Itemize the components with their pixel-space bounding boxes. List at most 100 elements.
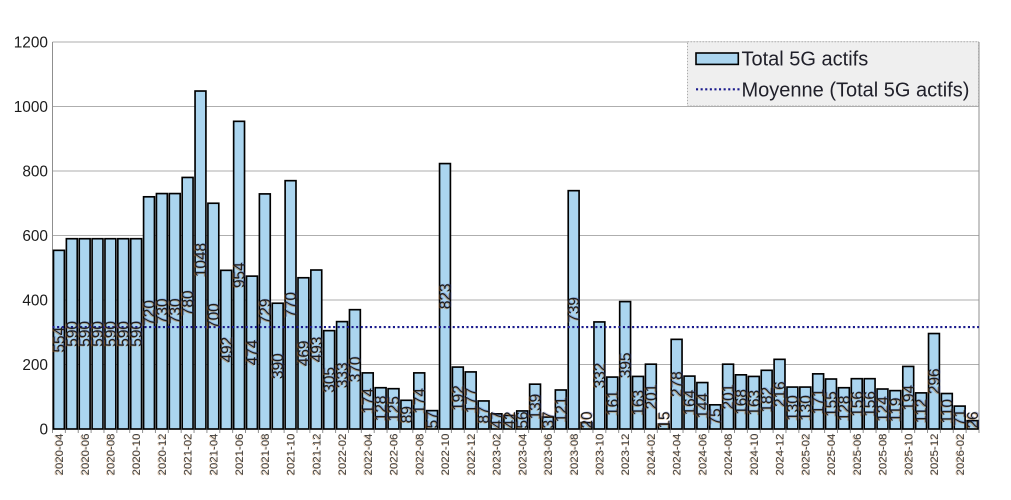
- svg-text:155: 155: [824, 391, 841, 417]
- svg-text:590: 590: [77, 321, 94, 347]
- svg-text:1048: 1048: [192, 244, 209, 278]
- svg-text:590: 590: [65, 320, 82, 346]
- svg-text:954: 954: [232, 261, 249, 287]
- svg-text:2021-04: 2021-04: [208, 434, 220, 476]
- svg-text:2022-10: 2022-10: [439, 434, 451, 476]
- svg-text:2025-10: 2025-10: [903, 434, 915, 476]
- svg-text:2025-04: 2025-04: [826, 434, 838, 476]
- svg-text:823: 823: [437, 284, 454, 310]
- svg-text:278: 278: [670, 371, 687, 397]
- svg-text:2023-12: 2023-12: [620, 434, 632, 476]
- svg-text:110: 110: [938, 400, 955, 425]
- svg-text:296: 296: [927, 368, 944, 394]
- svg-text:125: 125: [386, 396, 403, 422]
- svg-text:2020-10: 2020-10: [130, 434, 142, 476]
- svg-text:2025-02: 2025-02: [800, 434, 812, 476]
- svg-text:729: 729: [258, 298, 275, 324]
- svg-text:730: 730: [168, 298, 185, 324]
- svg-text:130: 130: [799, 395, 816, 421]
- svg-text:2023-02: 2023-02: [491, 434, 503, 476]
- svg-text:130: 130: [784, 396, 801, 422]
- svg-text:47: 47: [489, 411, 506, 428]
- svg-text:161: 161: [606, 390, 623, 416]
- svg-text:2023-06: 2023-06: [542, 434, 554, 476]
- svg-text:42: 42: [503, 411, 520, 428]
- svg-text:124: 124: [876, 395, 893, 421]
- svg-text:780: 780: [179, 291, 196, 317]
- svg-text:730: 730: [167, 298, 184, 324]
- svg-text:395: 395: [618, 352, 635, 378]
- svg-text:590: 590: [129, 320, 146, 346]
- svg-text:729: 729: [256, 299, 273, 325]
- svg-text:2020-06: 2020-06: [80, 434, 92, 476]
- svg-text:121: 121: [553, 397, 570, 423]
- svg-text:2021-04: 2021-04: [208, 434, 220, 476]
- svg-text:1000: 1000: [14, 99, 48, 116]
- svg-text:2022-10: 2022-10: [440, 434, 452, 476]
- svg-text:163: 163: [747, 389, 764, 415]
- svg-text:47: 47: [488, 412, 505, 429]
- svg-text:112: 112: [914, 399, 931, 424]
- svg-text:469: 469: [297, 340, 314, 366]
- svg-text:87: 87: [476, 406, 493, 423]
- svg-text:26: 26: [965, 411, 982, 428]
- svg-text:2021-02: 2021-02: [182, 434, 194, 476]
- svg-text:474: 474: [244, 339, 261, 365]
- svg-text:2021-02: 2021-02: [183, 434, 195, 476]
- svg-text:2023-10: 2023-10: [594, 434, 606, 476]
- svg-text:194: 194: [901, 384, 918, 410]
- svg-text:57: 57: [424, 412, 441, 429]
- svg-text:192: 192: [449, 386, 466, 412]
- svg-text:492: 492: [219, 337, 236, 363]
- svg-text:26: 26: [966, 411, 983, 428]
- svg-text:823: 823: [438, 283, 455, 309]
- svg-text:155: 155: [824, 391, 841, 417]
- svg-text:139: 139: [528, 393, 545, 419]
- svg-text:0: 0: [39, 422, 48, 439]
- svg-text:155: 155: [823, 392, 840, 418]
- svg-text:2025-02: 2025-02: [800, 434, 812, 476]
- svg-text:590: 590: [128, 322, 145, 348]
- svg-text:395: 395: [617, 353, 634, 379]
- svg-text:57: 57: [425, 411, 442, 428]
- svg-text:2022-12: 2022-12: [466, 433, 478, 475]
- svg-text:296: 296: [927, 368, 944, 394]
- svg-text:2021-06: 2021-06: [233, 434, 245, 476]
- svg-text:124: 124: [874, 396, 891, 422]
- svg-text:75: 75: [707, 409, 724, 426]
- svg-text:71: 71: [952, 409, 969, 426]
- svg-text:333: 333: [334, 363, 351, 389]
- svg-text:554: 554: [51, 327, 68, 353]
- svg-text:730: 730: [154, 299, 171, 325]
- svg-text:2020-10: 2020-10: [131, 434, 143, 476]
- svg-text:130: 130: [786, 395, 803, 421]
- svg-text:730: 730: [166, 299, 183, 325]
- svg-text:2024-10: 2024-10: [748, 434, 760, 476]
- svg-text:2023-12: 2023-12: [619, 434, 631, 476]
- svg-text:144: 144: [695, 393, 712, 419]
- svg-text:400: 400: [22, 293, 48, 310]
- svg-text:144: 144: [696, 392, 713, 418]
- svg-text:15: 15: [656, 411, 673, 428]
- svg-text:739: 739: [565, 298, 582, 324]
- svg-text:56: 56: [514, 412, 531, 429]
- svg-text:2023-04: 2023-04: [516, 434, 528, 476]
- svg-text:590: 590: [115, 322, 132, 348]
- svg-text:171: 171: [811, 389, 828, 415]
- svg-text:37: 37: [540, 411, 557, 428]
- svg-text:2022-02: 2022-02: [337, 434, 349, 476]
- svg-text:182: 182: [758, 388, 775, 414]
- svg-text:201: 201: [644, 383, 661, 409]
- svg-text:493: 493: [308, 337, 325, 363]
- svg-text:590: 590: [89, 322, 106, 348]
- svg-text:390: 390: [270, 353, 287, 379]
- svg-text:2022-04: 2022-04: [362, 434, 374, 476]
- svg-text:2022-02: 2022-02: [336, 434, 348, 476]
- svg-text:333: 333: [335, 362, 352, 388]
- svg-text:1048: 1048: [193, 243, 210, 277]
- svg-text:110: 110: [940, 398, 957, 423]
- svg-text:2021-10: 2021-10: [286, 434, 298, 476]
- svg-text:216: 216: [771, 382, 788, 408]
- svg-text:156: 156: [861, 392, 878, 418]
- svg-text:730: 730: [154, 298, 171, 324]
